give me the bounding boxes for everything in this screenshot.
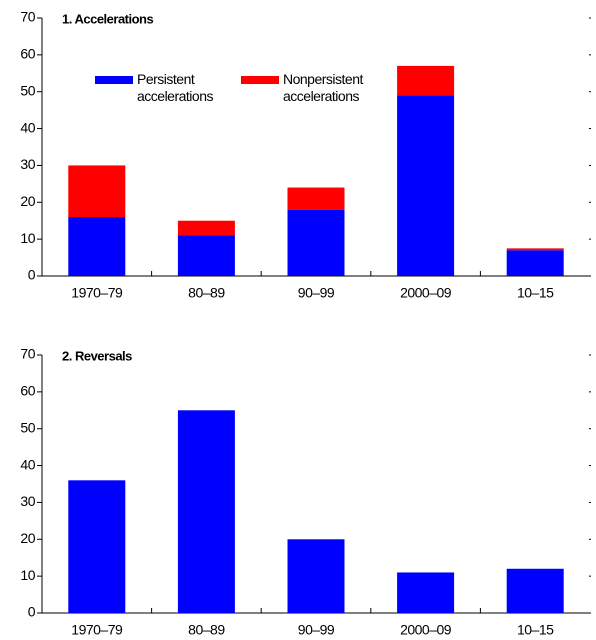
x-tick-label: 2000–09 xyxy=(400,285,452,301)
panel-title: 2. Reversals xyxy=(62,348,132,363)
y-tick-label: 50 xyxy=(20,419,35,435)
bar xyxy=(68,217,126,276)
x-tick-label: 90–99 xyxy=(298,285,335,301)
bar xyxy=(68,165,126,218)
y-tick-label: 40 xyxy=(20,456,35,472)
x-tick-label: 80–89 xyxy=(188,285,225,301)
bar xyxy=(177,235,235,276)
bar xyxy=(287,187,345,210)
bar xyxy=(506,250,564,276)
y-tick-label: 20 xyxy=(20,193,35,209)
y-tick-label: 50 xyxy=(20,82,35,98)
y-tick-label: 10 xyxy=(20,230,35,246)
panel-title: 1. Accelerations xyxy=(62,11,154,26)
legend-label: Nonpersistent accelerations xyxy=(283,71,363,104)
x-tick-label: 90–99 xyxy=(298,622,335,638)
y-tick-label: 0 xyxy=(28,604,36,620)
bar xyxy=(397,572,455,613)
bar xyxy=(287,209,345,276)
bar xyxy=(506,248,564,251)
x-tick-label: 2000–09 xyxy=(400,622,452,638)
bar xyxy=(68,480,126,613)
y-tick-label: 0 xyxy=(28,267,36,283)
y-tick-label: 60 xyxy=(20,46,35,62)
x-tick-label: 10–15 xyxy=(517,622,554,638)
y-tick-label: 60 xyxy=(20,383,35,399)
y-tick-label: 70 xyxy=(20,9,35,25)
x-tick-label: 1970–79 xyxy=(71,622,123,638)
y-tick-label: 10 xyxy=(20,567,35,583)
y-tick-label: 20 xyxy=(20,530,35,546)
bar xyxy=(397,95,455,277)
y-tick-label: 70 xyxy=(20,346,35,362)
bar xyxy=(506,568,564,613)
x-tick-label: 1970–79 xyxy=(71,285,123,301)
y-tick-label: 30 xyxy=(20,493,35,509)
x-tick-label: 80–89 xyxy=(188,622,225,638)
bar xyxy=(287,539,345,613)
y-tick-label: 40 xyxy=(20,119,35,135)
x-tick-label: 10–15 xyxy=(517,285,554,301)
y-tick-label: 30 xyxy=(20,156,35,172)
bar xyxy=(177,410,235,613)
bar xyxy=(397,65,455,96)
legend-swatch xyxy=(95,76,133,84)
legend-label: Persistent accelerations xyxy=(137,71,214,104)
legend-swatch xyxy=(241,76,279,84)
bar xyxy=(177,220,235,236)
